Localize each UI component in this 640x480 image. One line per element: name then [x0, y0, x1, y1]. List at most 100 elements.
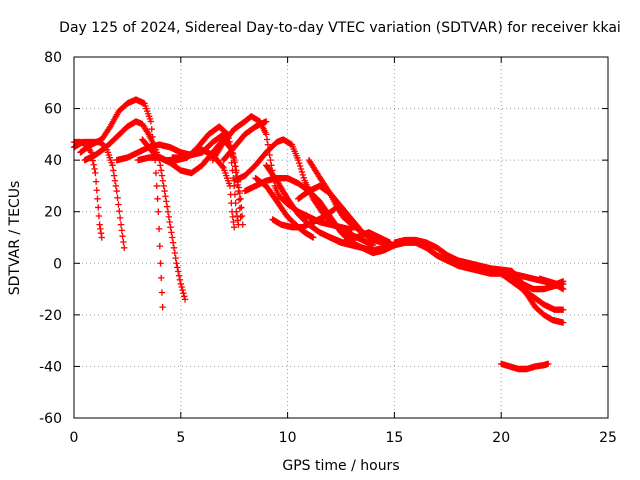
data-point — [110, 172, 118, 179]
data-point — [295, 159, 303, 167]
x-tick-label: 25 — [599, 430, 617, 446]
data-point — [167, 223, 174, 231]
data-point — [169, 234, 176, 241]
data-point — [95, 204, 102, 211]
x-tick-label: 15 — [385, 430, 403, 446]
data-points — [70, 96, 567, 373]
data-point — [91, 165, 98, 173]
data-point — [219, 163, 226, 171]
data-point — [157, 162, 164, 169]
data-point — [295, 156, 302, 164]
data-point — [110, 167, 117, 174]
data-point — [175, 268, 182, 275]
x-tick-label: 0 — [70, 430, 79, 446]
y-tick-label: 40 — [44, 153, 62, 169]
data-point — [227, 191, 234, 198]
data-point — [93, 187, 100, 194]
series-arc23 — [536, 275, 567, 288]
data-point — [264, 141, 272, 148]
data-point — [263, 118, 270, 125]
data-point — [231, 156, 238, 164]
data-point — [109, 162, 116, 169]
plot-frame — [73, 56, 609, 419]
data-point — [92, 169, 99, 177]
data-point — [310, 234, 317, 241]
data-point — [155, 208, 162, 215]
data-point — [235, 187, 242, 195]
data-point — [231, 163, 239, 170]
data-point — [95, 212, 103, 220]
data-point — [299, 171, 307, 179]
x-axis-label: GPS time / hours — [282, 458, 399, 474]
data-point — [160, 182, 167, 190]
data-point — [114, 194, 121, 201]
data-point — [120, 244, 128, 252]
series-arc03 — [77, 96, 166, 311]
data-point — [238, 204, 245, 211]
series-arc09 — [209, 113, 355, 233]
data-point — [115, 201, 122, 208]
data-point — [231, 223, 238, 231]
data-point — [263, 136, 271, 143]
data-point — [235, 196, 243, 203]
series-arc18 — [327, 229, 394, 246]
data-point — [300, 174, 307, 182]
data-point — [154, 195, 161, 203]
y-tick-label: 80 — [44, 50, 62, 66]
data-point — [173, 260, 180, 267]
data-point — [117, 221, 125, 228]
x-tick-label: 5 — [176, 430, 185, 446]
y-tick-label: -60 — [39, 411, 62, 427]
data-point — [171, 249, 179, 257]
data-point — [153, 182, 160, 190]
data-point — [96, 221, 103, 228]
data-point — [237, 195, 244, 203]
data-point — [228, 199, 235, 207]
data-point — [178, 283, 185, 291]
grid — [74, 57, 608, 418]
data-point — [559, 278, 567, 285]
data-point — [298, 168, 306, 176]
axis-ticks: -60 -40 -20 0 20 40 60 80 0 5 10 15 20 25 — [39, 50, 617, 446]
y-tick-label: 0 — [53, 256, 62, 272]
data-point — [559, 306, 567, 313]
data-point — [228, 208, 236, 215]
x-tick-label: 20 — [492, 430, 510, 446]
data-point — [97, 225, 104, 233]
data-point — [116, 207, 123, 215]
data-point — [144, 129, 152, 137]
data-point — [152, 169, 160, 177]
y-axis-label: SDTVAR / TECUs — [7, 181, 23, 296]
data-point — [157, 260, 164, 267]
data-point — [147, 118, 155, 125]
data-point — [157, 167, 165, 174]
series-arc02 — [70, 138, 128, 252]
data-point — [238, 212, 246, 220]
data-point — [174, 264, 181, 271]
y-tick-label: 20 — [44, 205, 62, 221]
data-point — [175, 272, 183, 279]
data-point — [237, 213, 244, 221]
data-point — [229, 213, 236, 221]
x-tick-label: 10 — [279, 430, 297, 446]
data-point — [158, 289, 166, 296]
data-point — [559, 319, 567, 326]
series-arc24 — [498, 360, 552, 373]
data-point — [111, 177, 119, 184]
data-point — [169, 239, 177, 246]
data-point — [163, 198, 170, 205]
chart-title: Day 125 of 2024, Sidereal Day-to-day VTE… — [59, 20, 621, 36]
data-point — [162, 193, 169, 200]
series-arc15 — [269, 205, 338, 231]
data-point — [158, 274, 165, 282]
data-point — [155, 225, 163, 233]
data-point — [267, 156, 274, 164]
data-point — [159, 177, 167, 184]
data-point — [296, 162, 304, 170]
data-point — [90, 161, 97, 168]
data-point — [263, 131, 270, 138]
data-point — [230, 153, 237, 160]
data-point — [158, 172, 166, 179]
data-point — [234, 181, 241, 189]
data-point — [120, 238, 127, 246]
